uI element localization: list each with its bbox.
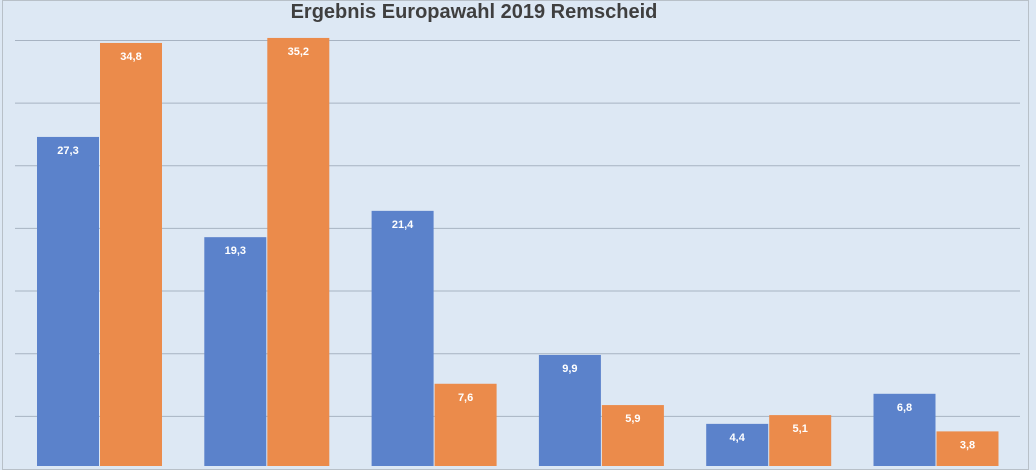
- data-label: 3,8: [960, 439, 975, 451]
- data-label: 9,9: [562, 363, 577, 375]
- bar-series2: [267, 37, 330, 466]
- data-label: 6,8: [897, 402, 912, 414]
- data-label: 27,3: [57, 145, 78, 157]
- bar-series1: [873, 393, 936, 466]
- data-label: 7,6: [458, 392, 473, 404]
- bar-series2: [434, 383, 497, 466]
- data-label: 34,8: [120, 51, 141, 63]
- bar-series2: [769, 415, 832, 466]
- chart-title: Ergebnis Europawahl 2019 Remscheid: [291, 1, 658, 23]
- data-label: 5,1: [793, 423, 808, 435]
- bar-series1: [538, 354, 601, 466]
- data-label: 35,2: [288, 46, 309, 58]
- data-label: 19,3: [225, 245, 246, 257]
- bar-series2: [601, 405, 664, 466]
- data-label: 21,4: [392, 219, 414, 231]
- bar-series2: [100, 42, 162, 466]
- bar-series1: [706, 423, 769, 466]
- bar-series1: [371, 210, 434, 466]
- data-label: 5,9: [625, 413, 640, 425]
- data-label: 4,4: [730, 432, 746, 444]
- bar-series2: [936, 431, 999, 466]
- bar-series1: [37, 136, 99, 466]
- bar-series1: [204, 237, 267, 466]
